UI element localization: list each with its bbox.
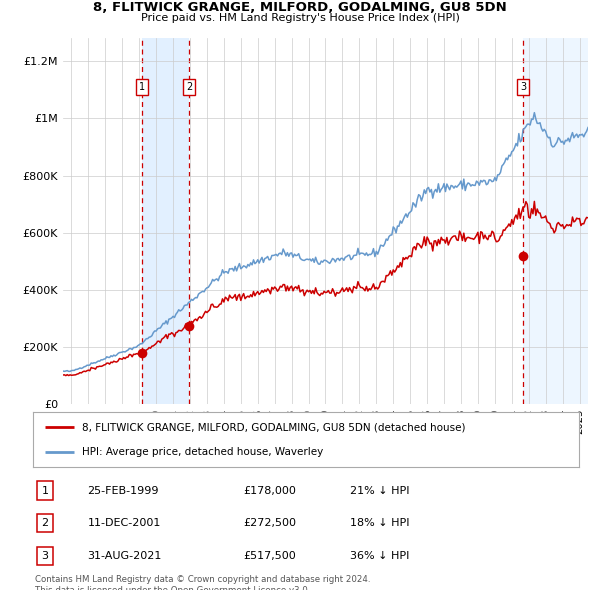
Text: £517,500: £517,500 xyxy=(243,550,296,560)
Text: Contains HM Land Registry data © Crown copyright and database right 2024.
This d: Contains HM Land Registry data © Crown c… xyxy=(35,575,370,590)
Text: 3: 3 xyxy=(520,82,526,92)
Text: 3: 3 xyxy=(41,550,49,560)
Text: 1: 1 xyxy=(41,486,49,496)
Text: 18% ↓ HPI: 18% ↓ HPI xyxy=(350,518,409,528)
Text: 1: 1 xyxy=(139,82,145,92)
Bar xyxy=(142,38,189,404)
Text: 8, FLITWICK GRANGE, MILFORD, GODALMING, GU8 5DN: 8, FLITWICK GRANGE, MILFORD, GODALMING, … xyxy=(93,1,507,14)
Text: 8, FLITWICK GRANGE, MILFORD, GODALMING, GU8 5DN (detached house): 8, FLITWICK GRANGE, MILFORD, GODALMING, … xyxy=(82,422,466,432)
Text: 36% ↓ HPI: 36% ↓ HPI xyxy=(350,550,409,560)
Text: £178,000: £178,000 xyxy=(243,486,296,496)
Text: 11-DEC-2001: 11-DEC-2001 xyxy=(88,518,161,528)
Text: 2: 2 xyxy=(41,518,49,528)
Text: 25-FEB-1999: 25-FEB-1999 xyxy=(88,486,159,496)
Text: Price paid vs. HM Land Registry's House Price Index (HPI): Price paid vs. HM Land Registry's House … xyxy=(140,13,460,23)
Text: 2: 2 xyxy=(186,82,192,92)
Text: HPI: Average price, detached house, Waverley: HPI: Average price, detached house, Wave… xyxy=(82,447,323,457)
Bar xyxy=(523,38,588,404)
Text: £272,500: £272,500 xyxy=(243,518,296,528)
Text: 31-AUG-2021: 31-AUG-2021 xyxy=(88,550,162,560)
Text: 21% ↓ HPI: 21% ↓ HPI xyxy=(350,486,409,496)
